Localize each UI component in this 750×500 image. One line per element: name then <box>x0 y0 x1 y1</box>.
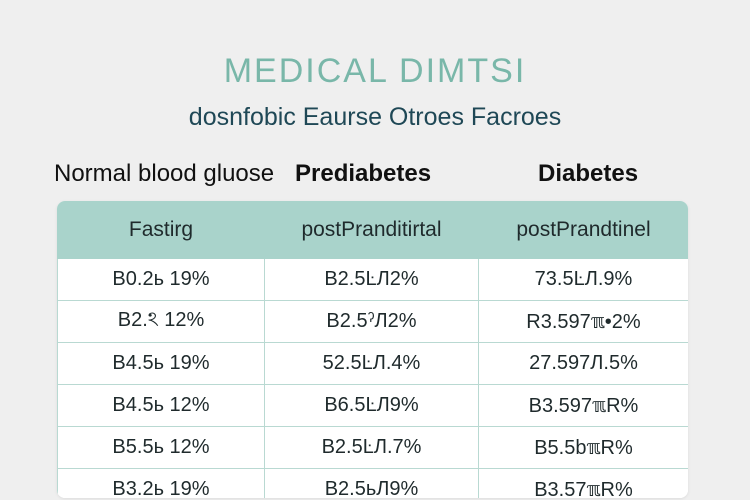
table-cell: B4.5ь 12% <box>57 384 265 427</box>
table-cell: B5.5bℼR% <box>478 426 688 469</box>
table-cell: B4.5ь 19% <box>57 342 265 385</box>
column-header-postprandial: postPranditirtal <box>264 201 479 259</box>
category-prediabetes: Prediabetes <box>295 160 432 187</box>
table-row: B4.5ь 12% B6.5ĿЛ9% B3.597ℼR% <box>57 384 688 427</box>
table-cell: B2.5ĿЛ.7% <box>264 426 479 469</box>
table-row: B5.5ь 12% B2.5ĿЛ.7% B5.5bℼR% <box>57 426 688 469</box>
table-cell: B3.57ℼR% <box>478 468 688 498</box>
table-cell: B0.2ь 19% <box>57 258 265 301</box>
category-labels: Normal blood gluose Prediabetes Diabetes <box>0 160 750 194</box>
column-header-fasting: Fastirg <box>57 201 265 259</box>
table-cell: 27.597Л.5% <box>478 342 688 385</box>
table-row: B2.ঽ 12% B2.5ˀЛ2% R3.597ℼ•2% <box>57 300 688 343</box>
table-row: B3.2ь 19% B2.5ьЛ9% B3.57ℼR% <box>57 468 688 498</box>
table-cell: B6.5ĿЛ9% <box>264 384 479 427</box>
category-normal: Normal blood gluose <box>54 160 275 187</box>
column-header-postprandial-2: postPrandtinel <box>478 201 688 259</box>
page-title: MEDICAL DIMTSI <box>223 52 527 90</box>
table-row: B4.5ь 19% 52.5ĿЛ.4% 27.597Л.5% <box>57 342 688 385</box>
table-cell: 73.5ĿЛ.9% <box>478 258 688 301</box>
table-cell: B2.5ĿЛ2% <box>264 258 479 301</box>
table-cell: B3.2ь 19% <box>57 468 265 498</box>
table-cell: B2.5ьЛ9% <box>264 468 479 498</box>
table-cell: B2.ঽ 12% <box>57 300 265 343</box>
table-cell: B2.5ˀЛ2% <box>264 300 479 343</box>
table-row: B0.2ь 19% B2.5ĿЛ2% 73.5ĿЛ.9% <box>57 258 688 301</box>
table-header-row: Fastirg postPranditirtal postPrandtinel <box>57 201 688 259</box>
table-cell: R3.597ℼ•2% <box>478 300 688 343</box>
table-cell: B3.597ℼR% <box>478 384 688 427</box>
page-subtitle: dosnfobic Eaurse Otroes Facroes <box>188 103 562 131</box>
glucose-table: Fastirg postPranditirtal postPrandtinel … <box>57 201 688 498</box>
data-table: Fastirg postPranditirtal postPrandtinel … <box>57 201 688 498</box>
table-cell: 52.5ĿЛ.4% <box>264 342 479 385</box>
category-diabetes: Diabetes <box>538 160 639 187</box>
table-cell: B5.5ь 12% <box>57 426 265 469</box>
